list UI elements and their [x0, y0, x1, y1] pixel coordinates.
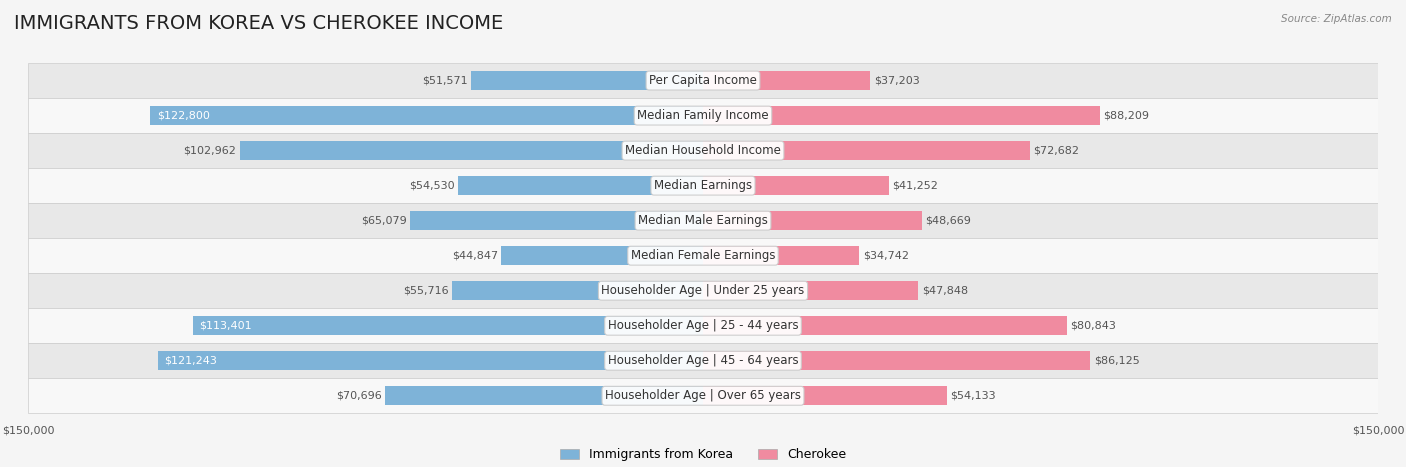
- Bar: [150, 106, 703, 125]
- Text: $48,669: $48,669: [925, 216, 972, 226]
- Text: $86,125: $86,125: [1094, 356, 1140, 366]
- FancyBboxPatch shape: [28, 203, 1378, 238]
- Text: $72,682: $72,682: [1033, 146, 1080, 156]
- Bar: [703, 141, 1031, 160]
- Text: $55,716: $55,716: [404, 286, 449, 296]
- Bar: [157, 351, 703, 370]
- Text: Per Capita Income: Per Capita Income: [650, 74, 756, 87]
- FancyBboxPatch shape: [28, 63, 1378, 98]
- Text: Median Male Earnings: Median Male Earnings: [638, 214, 768, 227]
- Text: $65,079: $65,079: [361, 216, 406, 226]
- Text: Householder Age | Over 65 years: Householder Age | Over 65 years: [605, 389, 801, 402]
- Text: $34,742: $34,742: [863, 251, 908, 261]
- FancyBboxPatch shape: [28, 98, 1378, 133]
- Text: Median Family Income: Median Family Income: [637, 109, 769, 122]
- Bar: [703, 281, 918, 300]
- Text: Median Household Income: Median Household Income: [626, 144, 780, 157]
- Bar: [703, 246, 859, 265]
- FancyBboxPatch shape: [28, 168, 1378, 203]
- Text: $122,800: $122,800: [157, 111, 209, 120]
- Bar: [458, 176, 703, 195]
- Bar: [703, 176, 889, 195]
- Text: Householder Age | Under 25 years: Householder Age | Under 25 years: [602, 284, 804, 297]
- Text: $70,696: $70,696: [336, 391, 381, 401]
- FancyBboxPatch shape: [28, 238, 1378, 273]
- Text: $80,843: $80,843: [1070, 321, 1116, 331]
- Text: $121,243: $121,243: [165, 356, 217, 366]
- Bar: [471, 71, 703, 90]
- Text: $51,571: $51,571: [422, 76, 468, 85]
- Bar: [501, 246, 703, 265]
- Bar: [703, 106, 1099, 125]
- Text: $88,209: $88,209: [1104, 111, 1149, 120]
- Text: $44,847: $44,847: [451, 251, 498, 261]
- Text: $102,962: $102,962: [184, 146, 236, 156]
- Bar: [193, 316, 703, 335]
- Bar: [411, 211, 703, 230]
- Text: IMMIGRANTS FROM KOREA VS CHEROKEE INCOME: IMMIGRANTS FROM KOREA VS CHEROKEE INCOME: [14, 14, 503, 33]
- Text: $113,401: $113,401: [200, 321, 252, 331]
- Bar: [240, 141, 703, 160]
- Bar: [703, 386, 946, 405]
- Bar: [385, 386, 703, 405]
- FancyBboxPatch shape: [28, 308, 1378, 343]
- FancyBboxPatch shape: [28, 378, 1378, 413]
- Text: $54,133: $54,133: [950, 391, 995, 401]
- Text: $37,203: $37,203: [873, 76, 920, 85]
- FancyBboxPatch shape: [28, 273, 1378, 308]
- Text: Source: ZipAtlas.com: Source: ZipAtlas.com: [1281, 14, 1392, 24]
- Text: Householder Age | 25 - 44 years: Householder Age | 25 - 44 years: [607, 319, 799, 332]
- Bar: [703, 351, 1091, 370]
- Text: Householder Age | 45 - 64 years: Householder Age | 45 - 64 years: [607, 354, 799, 367]
- Bar: [703, 316, 1067, 335]
- Text: Median Earnings: Median Earnings: [654, 179, 752, 192]
- Legend: Immigrants from Korea, Cherokee: Immigrants from Korea, Cherokee: [560, 448, 846, 461]
- FancyBboxPatch shape: [28, 343, 1378, 378]
- Bar: [703, 211, 922, 230]
- Text: $54,530: $54,530: [409, 181, 454, 191]
- Text: Median Female Earnings: Median Female Earnings: [631, 249, 775, 262]
- Bar: [453, 281, 703, 300]
- Text: $47,848: $47,848: [922, 286, 967, 296]
- FancyBboxPatch shape: [28, 133, 1378, 168]
- Bar: [703, 71, 870, 90]
- Text: $41,252: $41,252: [891, 181, 938, 191]
